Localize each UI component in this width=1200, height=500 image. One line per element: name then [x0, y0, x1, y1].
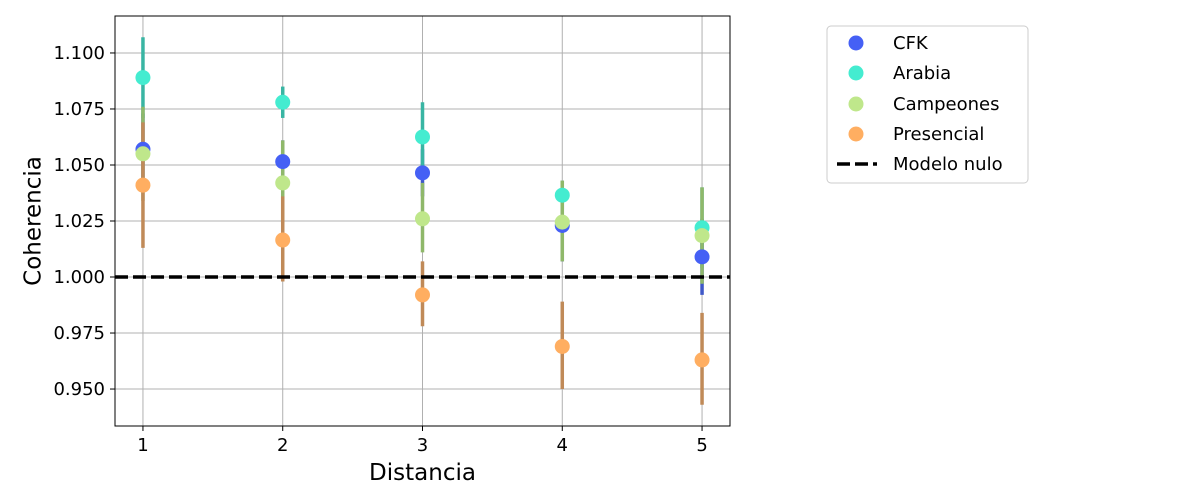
point-campeones: [554, 214, 570, 230]
x-axis-ticks: 1 2 3 4 5: [137, 426, 708, 456]
legend-box: [826, 25, 1029, 184]
x-tick-label: 3: [417, 435, 428, 456]
x-tick-label: 5: [696, 435, 707, 456]
point-presencial: [135, 177, 151, 193]
legend-marker-cfk: [848, 35, 864, 51]
point-arabia: [415, 129, 430, 145]
y-tick-label: 1.025: [53, 211, 105, 232]
x-tick-label: 1: [137, 435, 148, 456]
point-presencial: [694, 352, 710, 368]
point-cfk: [275, 154, 291, 170]
y-axis-ticks: 0.950 0.975 1.000 1.025 1.050 1.075 1.100: [53, 43, 115, 400]
y-tick-label: 1.075: [53, 99, 105, 120]
point-campeones: [275, 175, 291, 191]
point-arabia: [554, 187, 570, 203]
data-points: [135, 70, 710, 368]
point-presencial: [275, 232, 291, 248]
point-cfk: [415, 165, 430, 181]
y-tick-label: 1.100: [53, 43, 105, 64]
x-tick-label: 4: [557, 435, 568, 456]
legend-marker-campeones: [848, 96, 864, 112]
legend-label-null-model: Modelo nulo: [893, 154, 1003, 175]
point-presencial: [415, 287, 430, 303]
point-campeones: [135, 146, 151, 162]
point-cfk: [694, 249, 710, 265]
y-axis-label: Coherencia: [21, 156, 47, 286]
point-campeones: [694, 228, 710, 244]
y-tick-label: 0.950: [53, 379, 105, 400]
point-arabia: [275, 94, 291, 110]
point-presencial: [554, 338, 570, 354]
legend-label-arabia: Arabia: [893, 63, 951, 84]
y-tick-label: 1.000: [53, 267, 105, 288]
y-tick-label: 1.050: [53, 155, 105, 176]
point-arabia: [135, 70, 151, 86]
legend-marker-presencial: [848, 126, 864, 142]
y-tick-label: 0.975: [53, 323, 105, 344]
point-campeones: [415, 211, 430, 227]
legend-label-presencial: Presencial: [893, 124, 984, 145]
x-tick-label: 2: [277, 435, 288, 456]
legend-marker-arabia: [848, 65, 864, 81]
legend: CFK Arabia Campeones Presencial Modelo nulo: [826, 25, 1029, 184]
legend-label-cfk: CFK: [893, 33, 929, 54]
x-axis-label: Distancia: [369, 460, 476, 486]
legend-label-campeones: Campeones: [893, 94, 1000, 115]
